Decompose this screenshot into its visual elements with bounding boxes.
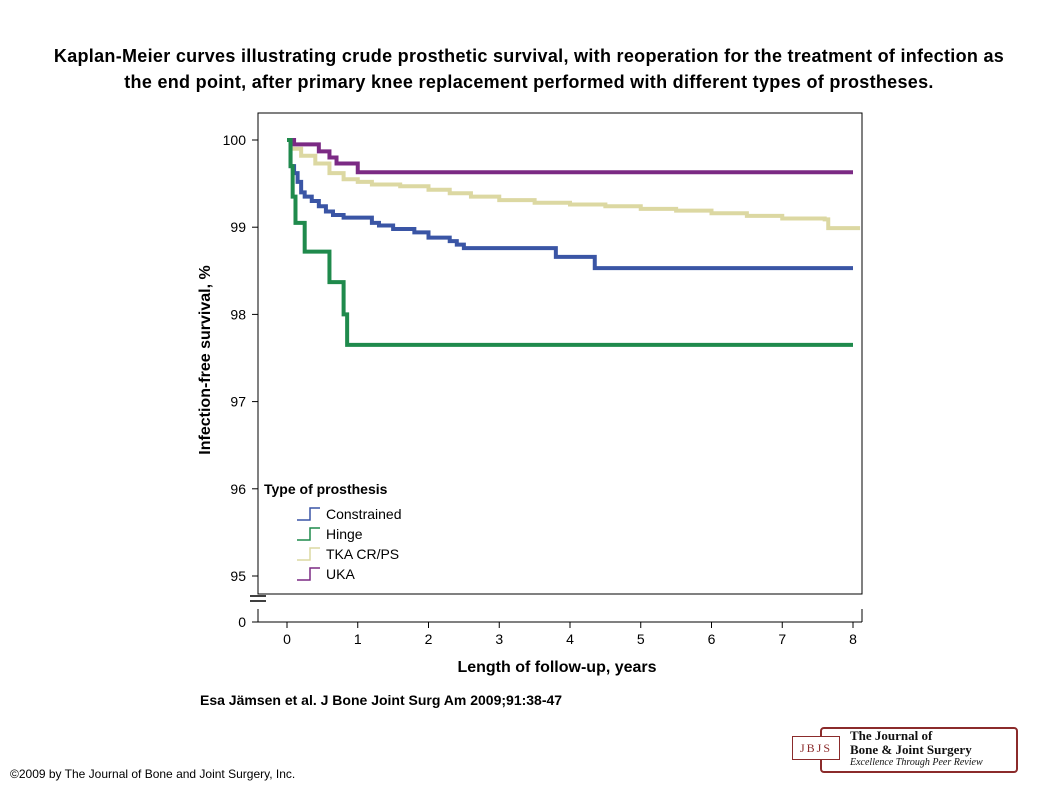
x-tick-label: 8 — [849, 631, 857, 647]
slide-title: Kaplan-Meier curves illustrating crude p… — [53, 46, 1005, 92]
y-tick-label: 98 — [230, 306, 246, 322]
legend-label-constrained: Constrained — [326, 506, 402, 522]
y-tick-label: 0 — [238, 614, 246, 630]
curve-constrained — [287, 138, 853, 271]
logo-tagline: Excellence Through Peer Review — [850, 757, 983, 768]
y-tick-label: 99 — [230, 219, 246, 235]
x-tick-label: 4 — [566, 631, 574, 647]
legend-label-hinge: Hinge — [326, 526, 363, 542]
legend-title: Type of prosthesis — [264, 481, 388, 497]
logo-name: The Journal of Bone & Joint Surgery — [850, 729, 972, 757]
plot-frame — [250, 112, 863, 623]
x-tick-label: 2 — [425, 631, 433, 647]
journal-logo: JBJS The Journal of Bone & Joint Surgery… — [792, 726, 1018, 773]
legend-swatch-hinge — [297, 527, 320, 541]
x-axis-label: Length of follow-up, years — [457, 659, 656, 676]
x-tick-label: 5 — [637, 631, 645, 647]
y-tick-label: 100 — [223, 132, 247, 148]
x-tick-label: 1 — [354, 631, 362, 647]
legend-label-tka-cr-ps: TKA CR/PS — [326, 546, 399, 562]
curve-tka-cr-ps — [287, 138, 861, 231]
logo-name-line1: The Journal of — [850, 728, 933, 743]
y-axis-label: Infection-free survival, % — [197, 265, 214, 454]
y-tick-label: 96 — [230, 481, 246, 497]
x-tick-label: 0 — [283, 631, 291, 647]
plot-box — [257, 112, 863, 595]
legend-swatch-uka — [297, 567, 320, 581]
legend: Type of prosthesis Constrained Hinge TKA C… — [264, 481, 402, 582]
citation: Esa Jämsen et al. J Bone Joint Surg Am 2… — [200, 692, 563, 708]
curve-hinge — [287, 138, 853, 347]
logo-name-line2: Bone & Joint Surgery — [850, 742, 972, 757]
km-chart: 0 1 2 3 4 5 6 7 8 95 96 97 98 99 100 0 Length of follo… — [197, 112, 863, 676]
legend-swatch-constrained — [297, 507, 320, 521]
y-tick-label: 97 — [230, 394, 246, 410]
copyright-notice: ©2009 by The Journal of Bone and Joint S… — [10, 767, 296, 781]
curve-uka — [287, 138, 853, 175]
y-axis: 95 96 97 98 99 100 0 — [223, 132, 258, 630]
y-tick-label: 95 — [230, 568, 246, 584]
logo-abbrev: JBJS — [792, 736, 840, 760]
x-tick-label: 3 — [495, 631, 503, 647]
x-tick-label: 6 — [708, 631, 716, 647]
x-tick-label: 7 — [778, 631, 786, 647]
survival-curves — [287, 138, 861, 347]
legend-label-uka: UKA — [326, 566, 355, 582]
legend-swatch-tka-cr-ps — [297, 547, 320, 561]
x-axis: 0 1 2 3 4 5 6 7 8 — [283, 622, 857, 647]
